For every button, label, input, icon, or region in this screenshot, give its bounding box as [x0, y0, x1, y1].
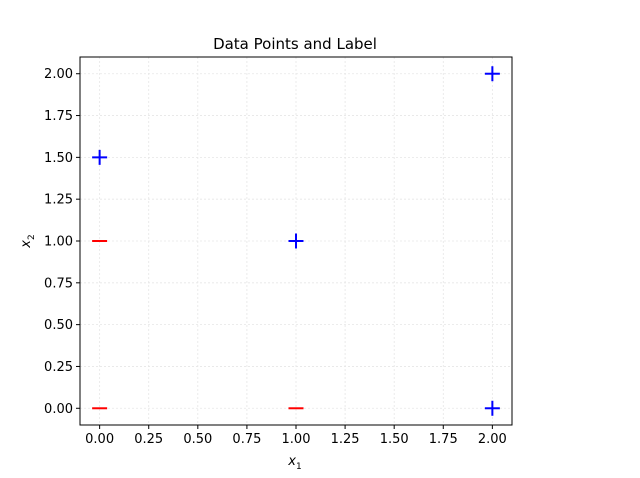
y-tick-label: 0.00 [44, 402, 73, 417]
x-tick-label: 0.50 [183, 432, 212, 447]
x-axis-ticks: 0.00 0.25 0.50 0.75 1.00 1.25 1.50 1.75 2.00 [85, 425, 507, 447]
x-tick-label: 1.00 [282, 432, 311, 447]
x-tick-label: 0.00 [85, 432, 114, 447]
y-tick-label: 1.00 [44, 235, 73, 250]
y-tick-label: 0.75 [44, 276, 73, 291]
x-tick-label: 0.25 [134, 432, 163, 447]
plus-marker [484, 400, 500, 416]
y-axis-ticks: 0.00 0.25 0.50 0.75 1.00 1.25 1.50 1.75 2.00 [44, 67, 80, 417]
x-tick-label: 1.25 [331, 432, 360, 447]
x-axis-label-subscript: 1 [296, 462, 302, 472]
data-markers [92, 66, 500, 416]
x-tick-label: 1.75 [429, 432, 458, 447]
x-tick-label: 1.50 [380, 432, 409, 447]
x-tick-label: 2.00 [478, 432, 507, 447]
x-axis-label: x1 [287, 454, 301, 472]
y-axis-label-subscript: 2 [27, 234, 37, 240]
chart-title: Data Points and Label [213, 35, 377, 53]
y-tick-label: 2.00 [44, 67, 73, 82]
y-tick-label: 1.50 [44, 151, 73, 166]
grid [80, 57, 512, 425]
plus-marker [484, 66, 500, 82]
y-tick-label: 0.25 [44, 360, 73, 375]
plus-marker [288, 233, 304, 249]
x-tick-label: 0.75 [232, 432, 261, 447]
y-tick-label: 1.25 [44, 193, 73, 208]
x-axis-label-main: x [287, 454, 296, 469]
y-axis-label: x2 [19, 234, 37, 248]
plus-marker [92, 149, 108, 165]
y-tick-label: 1.75 [44, 109, 73, 124]
y-tick-label: 0.50 [44, 318, 73, 333]
y-axis-label-main: x [19, 240, 34, 249]
